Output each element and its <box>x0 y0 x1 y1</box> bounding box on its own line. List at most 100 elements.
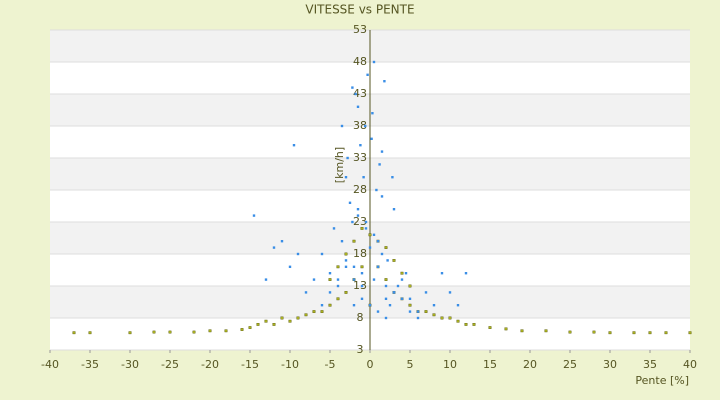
point <box>320 304 324 307</box>
x-tick-label: 5 <box>407 358 414 371</box>
point <box>292 144 296 147</box>
point <box>364 124 367 128</box>
point <box>264 319 268 323</box>
point <box>371 112 374 115</box>
point <box>328 278 332 281</box>
point <box>384 284 388 288</box>
point <box>456 304 460 307</box>
point <box>328 303 332 307</box>
point <box>340 124 344 128</box>
point <box>568 330 572 334</box>
point <box>336 284 340 288</box>
point <box>404 272 408 275</box>
point <box>288 319 292 323</box>
point <box>370 137 373 140</box>
point <box>248 326 252 329</box>
point <box>392 259 396 262</box>
point <box>352 304 356 307</box>
point <box>359 144 362 147</box>
y-tick-label: 8 <box>357 311 364 324</box>
x-tick-label: -30 <box>121 358 139 371</box>
point <box>72 331 76 335</box>
point <box>632 331 636 335</box>
point <box>346 156 349 160</box>
point <box>88 331 92 335</box>
point <box>384 297 388 300</box>
point <box>336 278 340 281</box>
point <box>456 319 460 323</box>
point <box>384 278 388 281</box>
point <box>372 278 376 281</box>
x-tick-label: -15 <box>241 358 259 371</box>
point <box>352 265 356 268</box>
point <box>392 208 396 211</box>
point <box>360 284 364 288</box>
point <box>352 278 356 281</box>
x-tick-label: 40 <box>683 358 697 371</box>
point <box>354 92 357 96</box>
point <box>592 330 596 334</box>
point <box>364 220 368 224</box>
point <box>344 265 348 268</box>
point <box>432 304 436 307</box>
point <box>378 163 381 166</box>
point <box>424 291 428 294</box>
point <box>384 246 388 249</box>
point <box>272 323 276 326</box>
point <box>364 227 368 230</box>
point <box>280 240 284 243</box>
point <box>464 323 468 326</box>
point <box>344 291 348 294</box>
y-tick-label: 23 <box>353 215 367 228</box>
point <box>312 278 316 281</box>
point <box>296 316 300 320</box>
point <box>372 60 376 64</box>
point <box>360 272 364 275</box>
chart-title: VITESSE vs PENTE <box>305 3 414 17</box>
point <box>368 304 372 307</box>
point <box>320 310 324 313</box>
x-tick-label: 0 <box>367 358 374 371</box>
x-tick-label: 30 <box>603 358 617 371</box>
point <box>356 105 360 108</box>
point <box>448 316 452 320</box>
point <box>424 310 428 313</box>
point <box>366 73 369 76</box>
point <box>396 284 400 288</box>
point <box>256 323 260 326</box>
point <box>488 326 492 329</box>
point <box>648 331 652 335</box>
point <box>348 201 352 204</box>
point <box>372 233 376 236</box>
point <box>383 80 386 83</box>
point <box>376 265 380 268</box>
x-tick-label: -5 <box>325 358 336 371</box>
point <box>408 303 412 307</box>
point <box>380 150 384 153</box>
y-tick-label: 53 <box>353 23 367 36</box>
point <box>280 316 284 320</box>
point <box>320 252 324 256</box>
y-tick-label: 28 <box>353 183 367 196</box>
point <box>416 310 420 313</box>
point <box>408 310 412 313</box>
x-tick-label: -25 <box>161 358 179 371</box>
point <box>351 86 354 89</box>
point <box>376 240 380 243</box>
point <box>386 259 389 262</box>
point <box>504 327 508 331</box>
point <box>340 240 344 243</box>
x-tick-label: 20 <box>523 358 537 371</box>
point <box>344 252 348 256</box>
point <box>416 316 420 320</box>
point <box>360 265 364 269</box>
point <box>344 259 348 262</box>
x-tick-label: -10 <box>281 358 299 371</box>
point <box>192 330 196 334</box>
point <box>391 176 394 179</box>
point <box>544 329 548 333</box>
point <box>408 297 412 300</box>
point <box>328 291 332 294</box>
point <box>168 330 172 334</box>
